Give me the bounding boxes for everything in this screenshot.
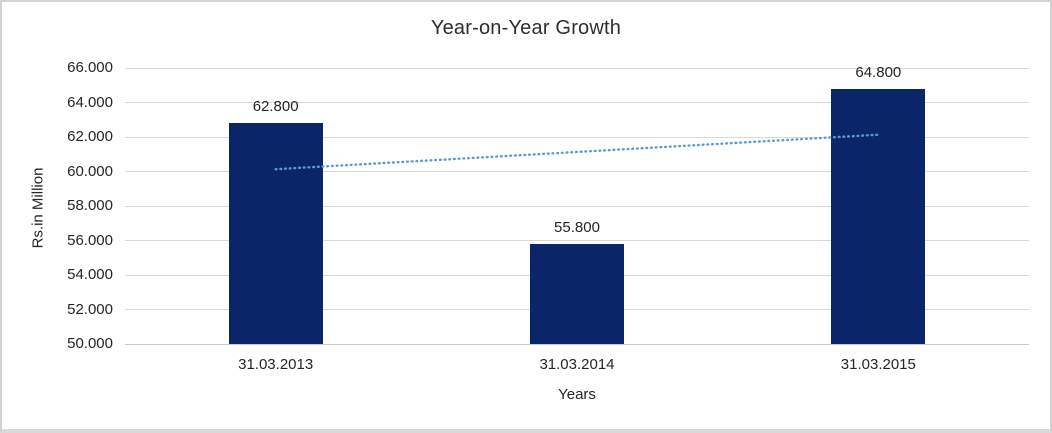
x-axis-line bbox=[125, 343, 1029, 345]
trendline[interactable] bbox=[274, 133, 880, 171]
gridline bbox=[125, 67, 1029, 69]
y-axis-tick-label: 66.000 bbox=[67, 59, 113, 76]
gridline bbox=[125, 240, 1029, 241]
x-axis-tick-label: 31.03.2015 bbox=[840, 356, 916, 373]
data-label: 62.800 bbox=[252, 98, 299, 116]
x-axis-tick-label: 31.03.2013 bbox=[238, 356, 314, 373]
gridline bbox=[125, 171, 1029, 172]
bar-31.03.2014[interactable] bbox=[530, 243, 624, 344]
y-axis-tick-label: 58.000 bbox=[67, 197, 113, 214]
gridline bbox=[125, 205, 1029, 207]
y-axis-tick-label: 56.000 bbox=[67, 231, 113, 249]
y-axis-tick-label: 50.000 bbox=[67, 335, 113, 352]
y-axis-tick-label: 64.000 bbox=[67, 93, 113, 111]
x-axis-title: Years bbox=[558, 386, 596, 403]
bar-31.03.2015[interactable] bbox=[831, 88, 926, 344]
chart-title: Year-on-Year Growth bbox=[430, 17, 622, 39]
gridline bbox=[125, 102, 1029, 103]
y-axis-tick-label: 54.000 bbox=[67, 266, 113, 283]
y-axis-tick-label: 62.000 bbox=[67, 128, 113, 145]
data-label: 55.800 bbox=[554, 218, 600, 236]
data-label: 64.800 bbox=[855, 63, 902, 81]
x-axis-tick-label: 31.03.2014 bbox=[539, 356, 615, 373]
bar-31.03.2013[interactable] bbox=[228, 123, 323, 344]
y-axis-tick-label: 52.000 bbox=[67, 300, 113, 318]
y-axis-tick-label: 60.000 bbox=[67, 162, 113, 180]
